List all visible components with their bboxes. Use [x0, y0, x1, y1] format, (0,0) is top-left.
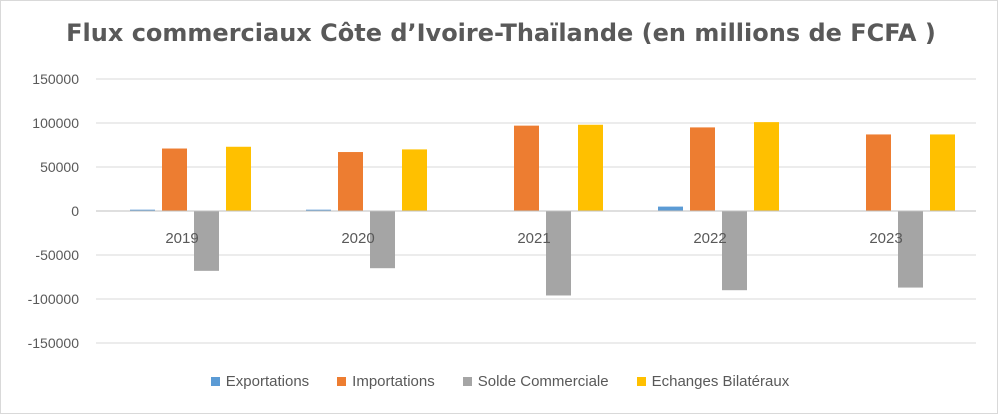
- bar-importations: [514, 125, 539, 211]
- legend-item: Echanges Bilatéraux: [636, 373, 790, 390]
- bar-importations: [866, 134, 891, 211]
- legend-label: Solde Commerciale: [477, 373, 609, 390]
- legend-swatch: [337, 377, 347, 386]
- x-tick-label: 2020: [341, 230, 374, 247]
- bar-exportations: [658, 206, 683, 211]
- bar-solde-commerciale: [546, 211, 571, 296]
- bar-echanges-bilat-raux: [754, 122, 779, 211]
- y-tick-label: -100000: [28, 291, 80, 307]
- x-tick-label: 2022: [693, 230, 726, 247]
- legend-swatch: [636, 377, 646, 386]
- y-tick-label: 100000: [32, 115, 79, 131]
- bar-importations: [690, 127, 715, 211]
- x-tick-label: 2019: [165, 230, 198, 247]
- bar-exportations: [306, 209, 331, 211]
- bar-echanges-bilat-raux: [930, 134, 955, 211]
- chart-legend: Exportations Importations Solde Commercial…: [1, 373, 997, 390]
- x-tick-label: 2023: [869, 230, 902, 247]
- legend-label: Importations: [352, 373, 435, 390]
- bar-echanges-bilat-raux: [226, 146, 251, 211]
- y-tick-label: -50000: [35, 247, 79, 263]
- y-tick-label: 0: [71, 203, 79, 219]
- y-tick-label: 150000: [32, 71, 79, 87]
- legend-swatch: [462, 377, 472, 386]
- legend-swatch: [210, 377, 220, 386]
- legend-item: Importations: [337, 373, 435, 390]
- bar-echanges-bilat-raux: [578, 124, 603, 211]
- legend-item: Exportations: [210, 373, 310, 390]
- y-tick-label: 50000: [40, 159, 79, 175]
- legend-label: Echanges Bilatéraux: [651, 373, 790, 390]
- bar-solde-commerciale: [898, 211, 923, 288]
- bar-importations: [162, 148, 187, 211]
- y-tick-label: -150000: [28, 335, 80, 351]
- bar-solde-commerciale: [722, 211, 747, 291]
- bar-solde-commerciale: [194, 211, 219, 271]
- bar-exportations: [130, 209, 155, 211]
- legend-label: Exportations: [225, 373, 310, 390]
- bar-importations: [338, 152, 363, 211]
- bar-echanges-bilat-raux: [402, 149, 427, 211]
- legend-item: Solde Commerciale: [462, 373, 609, 390]
- bar-solde-commerciale: [370, 211, 395, 269]
- chart-title: Flux commerciaux Côte d’Ivoire-Thaïlande…: [66, 19, 936, 47]
- x-tick-label: 2021: [517, 230, 550, 247]
